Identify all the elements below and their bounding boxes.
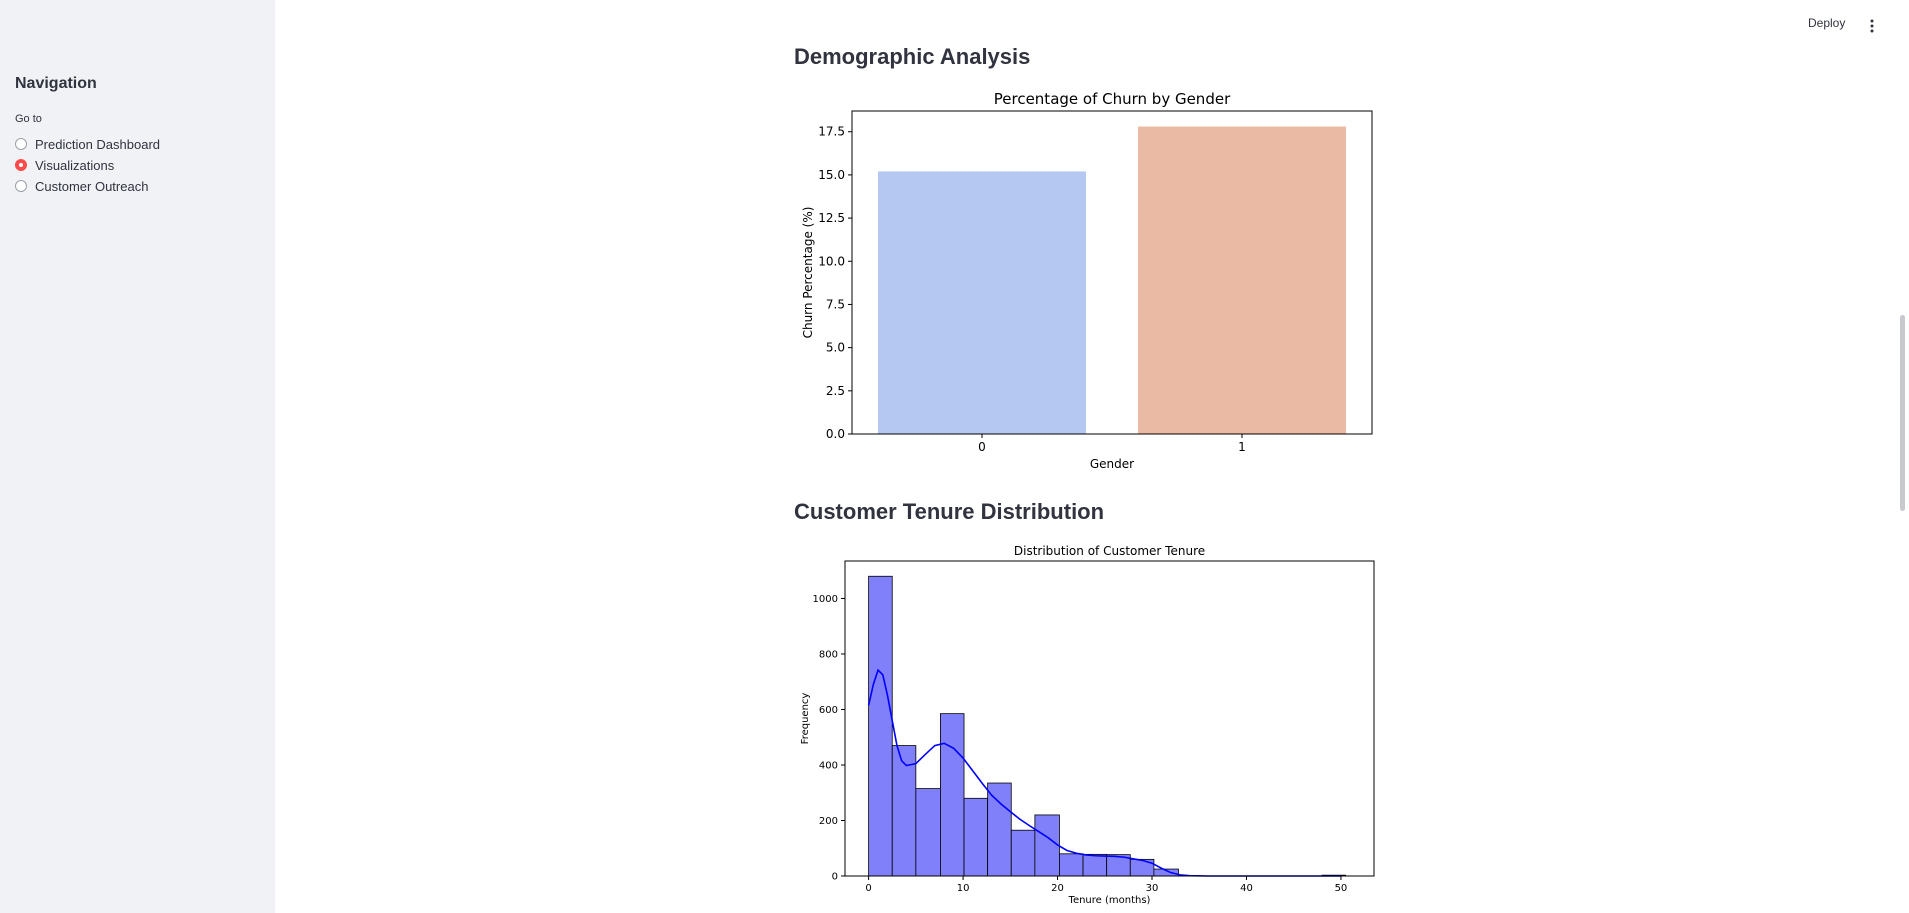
histogram-bar [940, 713, 965, 877]
y-tick-label: 400 [819, 760, 838, 771]
x-tick-label: 0 [865, 883, 871, 894]
y-tick-label: 2.5 [826, 384, 845, 398]
sidebar: Navigation Go to Prediction Dashboard Vi… [0, 0, 275, 913]
plot-frame [851, 110, 1373, 435]
histogram-bar [963, 797, 989, 877]
kde-line [867, 668, 1341, 877]
bar-gender-0 [878, 171, 1086, 435]
scrollbar-thumb[interactable] [1900, 315, 1905, 511]
histogram-bar [987, 782, 1012, 877]
tenure-distribution-chart: Distribution of Customer Tenure 0 10 20 30 40… [800, 544, 1375, 906]
radio-customer-outreach[interactable]: Customer Outreach [15, 177, 148, 195]
x-axis-label: Tenure (months) [1068, 895, 1151, 906]
histogram-bar [1010, 829, 1036, 877]
y-tick-label: 12.5 [818, 211, 845, 225]
plot-frame [844, 560, 1375, 877]
radio-prediction-dashboard[interactable]: Prediction Dashboard [15, 135, 160, 153]
y-tick-label: 800 [819, 649, 838, 660]
radio-label-customer-outreach: Customer Outreach [35, 178, 149, 194]
x-tick-label: 50 [1335, 883, 1348, 894]
chart-title: Distribution of Customer Tenure [1014, 544, 1205, 558]
y-tick-label: 200 [819, 816, 838, 827]
sidebar-title: Navigation [15, 75, 97, 92]
y-axis-label: Frequency [800, 693, 811, 745]
x-tick-label: 30 [1146, 883, 1159, 894]
radio-circle-visualizations[interactable] [15, 159, 27, 171]
y-tick-label: 1000 [813, 594, 838, 605]
x-axis-label: Gender [1090, 457, 1134, 471]
histogram-bar [1059, 853, 1084, 877]
y-axis-label: Churn Percentage (%) [801, 207, 815, 339]
y-tick-label: 10.0 [818, 254, 845, 268]
histogram-bar [1034, 814, 1060, 877]
y-tick-label: 0 [832, 872, 838, 883]
radio-circle-customer-outreach[interactable] [15, 180, 27, 192]
y-tick-label: 0.0 [826, 427, 845, 441]
vertical-ellipsis-icon[interactable] [1868, 18, 1876, 34]
radio-circle-prediction-dashboard[interactable] [15, 138, 27, 150]
y-tick-label: 7.5 [826, 297, 845, 311]
y-tick-label: 600 [819, 705, 838, 716]
radio-label-prediction-dashboard: Prediction Dashboard [35, 136, 161, 152]
x-tick-label: 20 [1051, 883, 1064, 894]
x-tick-label: 40 [1240, 883, 1253, 894]
section-heading-demographic: Demographic Analysis [794, 44, 1031, 69]
x-tick-label: 0 [978, 440, 986, 454]
y-tick-label: 5.0 [826, 341, 845, 355]
section-heading-tenure: Customer Tenure Distribution [794, 499, 1105, 524]
x-tick-label: 10 [957, 883, 970, 894]
histogram-bar [1129, 858, 1155, 877]
radio-visualizations[interactable]: Visualizations [15, 156, 114, 174]
x-tick-label: 1 [1238, 440, 1246, 454]
y-tick-label: 15.0 [818, 168, 845, 182]
chart-title: Percentage of Churn by Gender [994, 90, 1231, 108]
y-tick-label: 17.5 [818, 125, 845, 139]
histogram-bar [868, 575, 893, 877]
bar-gender-1 [1138, 126, 1346, 434]
radio-group-label: Go to [15, 113, 42, 125]
histogram-bar [1082, 853, 1108, 877]
radio-label-visualizations: Visualizations [35, 157, 115, 173]
deploy-button[interactable]: Deploy [1808, 16, 1846, 30]
histogram-bar [915, 788, 941, 877]
